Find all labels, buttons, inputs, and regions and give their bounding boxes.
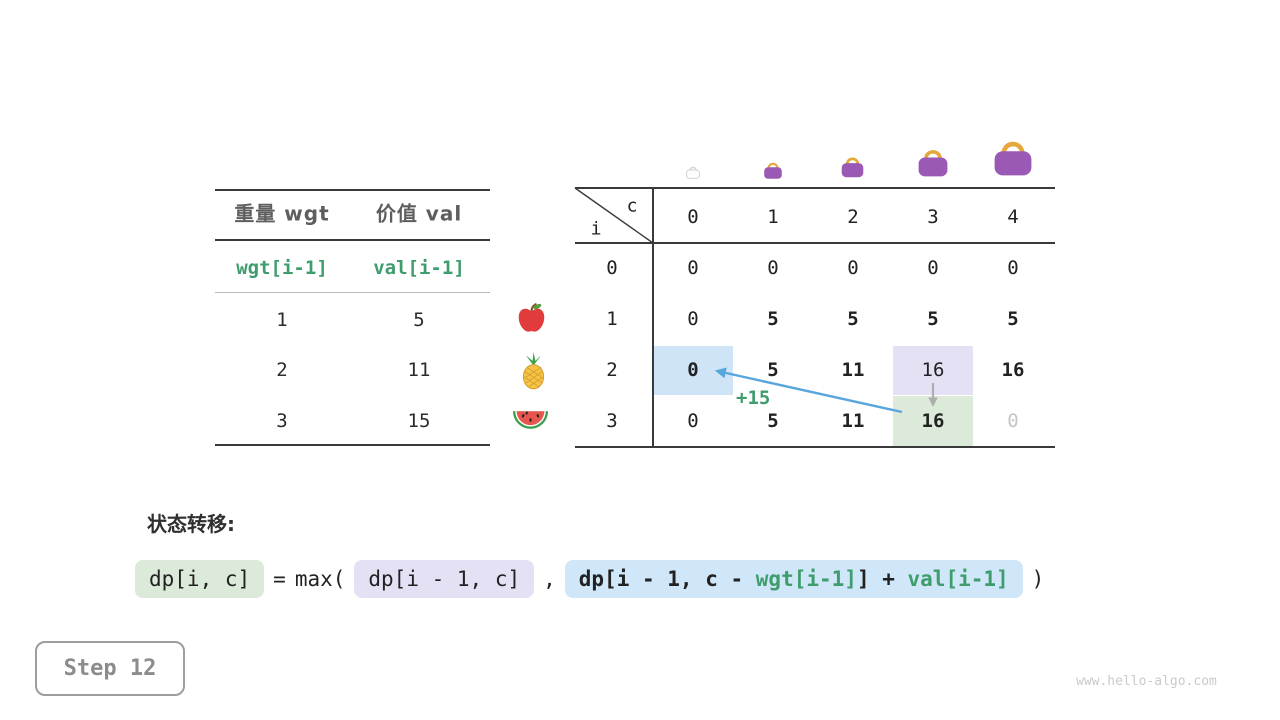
items-table-top-rule bbox=[215, 189, 490, 191]
formula-option2-val: val[i-1] bbox=[907, 567, 1009, 591]
items-var-val: val[i-1] bbox=[373, 257, 465, 279]
dp-cell-0-0: 0 bbox=[687, 257, 699, 279]
dp-cell-1-4: 5 bbox=[1007, 308, 1019, 330]
watermark: www.hello-algo.com bbox=[1076, 674, 1217, 689]
bag-large-icon bbox=[915, 144, 951, 180]
formula-option1-box: dp[i - 1, c] bbox=[354, 560, 535, 598]
items-table-mid-rule bbox=[215, 292, 490, 293]
dp-cell-0-3: 0 bbox=[927, 257, 939, 279]
items-var-wgt: wgt[i-1] bbox=[236, 257, 328, 279]
dp-cell-1-1: 5 bbox=[767, 308, 779, 330]
formula-option2-wgt: wgt[i-1] bbox=[755, 567, 857, 591]
dp-cell-3-3: 16 bbox=[921, 410, 945, 432]
dp-row-header-0: 0 bbox=[606, 257, 618, 279]
dp-col-header-3: 3 bbox=[927, 206, 939, 228]
dp-table-top-rule bbox=[575, 187, 1055, 189]
formula-equals: = bbox=[273, 567, 286, 591]
formula-lhs-box: dp[i, c] bbox=[135, 560, 265, 598]
bag-xlarge-icon bbox=[990, 134, 1036, 180]
arrows-overlay bbox=[574, 187, 938, 414]
formula-option2-box: dp[i - 1, c - wgt[i-1]] + val[i-1] bbox=[564, 560, 1023, 598]
dp-row-header-1: 1 bbox=[606, 308, 618, 330]
dp-col-header-0: 0 bbox=[687, 206, 699, 228]
dp-col-header-2: 2 bbox=[847, 206, 859, 228]
dp-cell-1-3: 5 bbox=[927, 308, 939, 330]
bag-medium-icon bbox=[839, 153, 866, 180]
dp-cell-2-4: 16 bbox=[1001, 359, 1025, 381]
dp-cell-3-4: 0 bbox=[1007, 410, 1019, 432]
bag-small-icon bbox=[762, 159, 784, 181]
dp-cell-2-0: 0 bbox=[687, 359, 699, 381]
dp-cell-2-2: 11 bbox=[841, 359, 865, 381]
dp-col-header-1: 1 bbox=[767, 206, 779, 228]
item-2-value: 11 bbox=[407, 359, 431, 381]
item-3-weight: 3 bbox=[276, 410, 288, 432]
dp-row-header-2: 2 bbox=[606, 359, 618, 381]
formula-close-paren: ) bbox=[1031, 567, 1045, 591]
dp-cell-2-3: 16 bbox=[921, 359, 945, 381]
items-col-header-weight: 重量 wgt bbox=[234, 201, 330, 226]
dp-cell-3-1: 5 bbox=[767, 410, 779, 432]
dp-table-header-rule bbox=[575, 242, 1055, 244]
dp-cell-0-4: 0 bbox=[1007, 257, 1019, 279]
corner-label-c: c bbox=[626, 195, 638, 217]
formula-option2-seg3: ] + bbox=[856, 567, 908, 591]
items-table-header-rule bbox=[215, 239, 490, 241]
watermelon-icon bbox=[512, 409, 549, 432]
step-badge: Step 12 bbox=[35, 641, 185, 696]
item-1-value: 5 bbox=[413, 309, 425, 331]
dp-cell-0-1: 0 bbox=[767, 257, 779, 279]
dp-cell-0-2: 0 bbox=[847, 257, 859, 279]
pineapple-icon bbox=[520, 351, 547, 390]
dp-cell-2-1: 5 bbox=[767, 359, 779, 381]
transition-value-label: +15 bbox=[736, 387, 771, 409]
dp-cell-3-2: 11 bbox=[841, 410, 865, 432]
dp-cell-3-0: 0 bbox=[687, 410, 699, 432]
corner-label-i: i bbox=[590, 218, 602, 240]
formula-option2-seg1: dp[i - 1, c - bbox=[578, 567, 756, 591]
state-transition-formula: dp[i, c] = max( dp[i - 1, c] , dp[i - 1,… bbox=[135, 560, 1053, 598]
dp-row-header-3: 3 bbox=[606, 410, 618, 432]
dp-col-header-4: 4 bbox=[1007, 206, 1019, 228]
dp-table-bottom-rule bbox=[575, 446, 1055, 448]
formula-comma: , bbox=[543, 567, 556, 591]
items-table-bottom-rule bbox=[215, 444, 490, 446]
corner-diagonal-line bbox=[574, 187, 654, 244]
formula-max-open: max( bbox=[294, 567, 346, 591]
step-label: Step 12 bbox=[63, 656, 157, 681]
dp-cell-1-0: 0 bbox=[687, 308, 699, 330]
empty-bag-icon bbox=[685, 164, 701, 180]
item-2-weight: 2 bbox=[276, 359, 288, 381]
apple-icon bbox=[516, 302, 547, 334]
dp-table-vertical-rule bbox=[652, 187, 654, 448]
formula-heading: 状态转移: bbox=[147, 512, 235, 536]
item-1-weight: 1 bbox=[276, 309, 288, 331]
item-3-value: 15 bbox=[407, 410, 431, 432]
items-col-header-value: 价值 val bbox=[375, 201, 463, 226]
dp-cell-1-2: 5 bbox=[847, 308, 859, 330]
